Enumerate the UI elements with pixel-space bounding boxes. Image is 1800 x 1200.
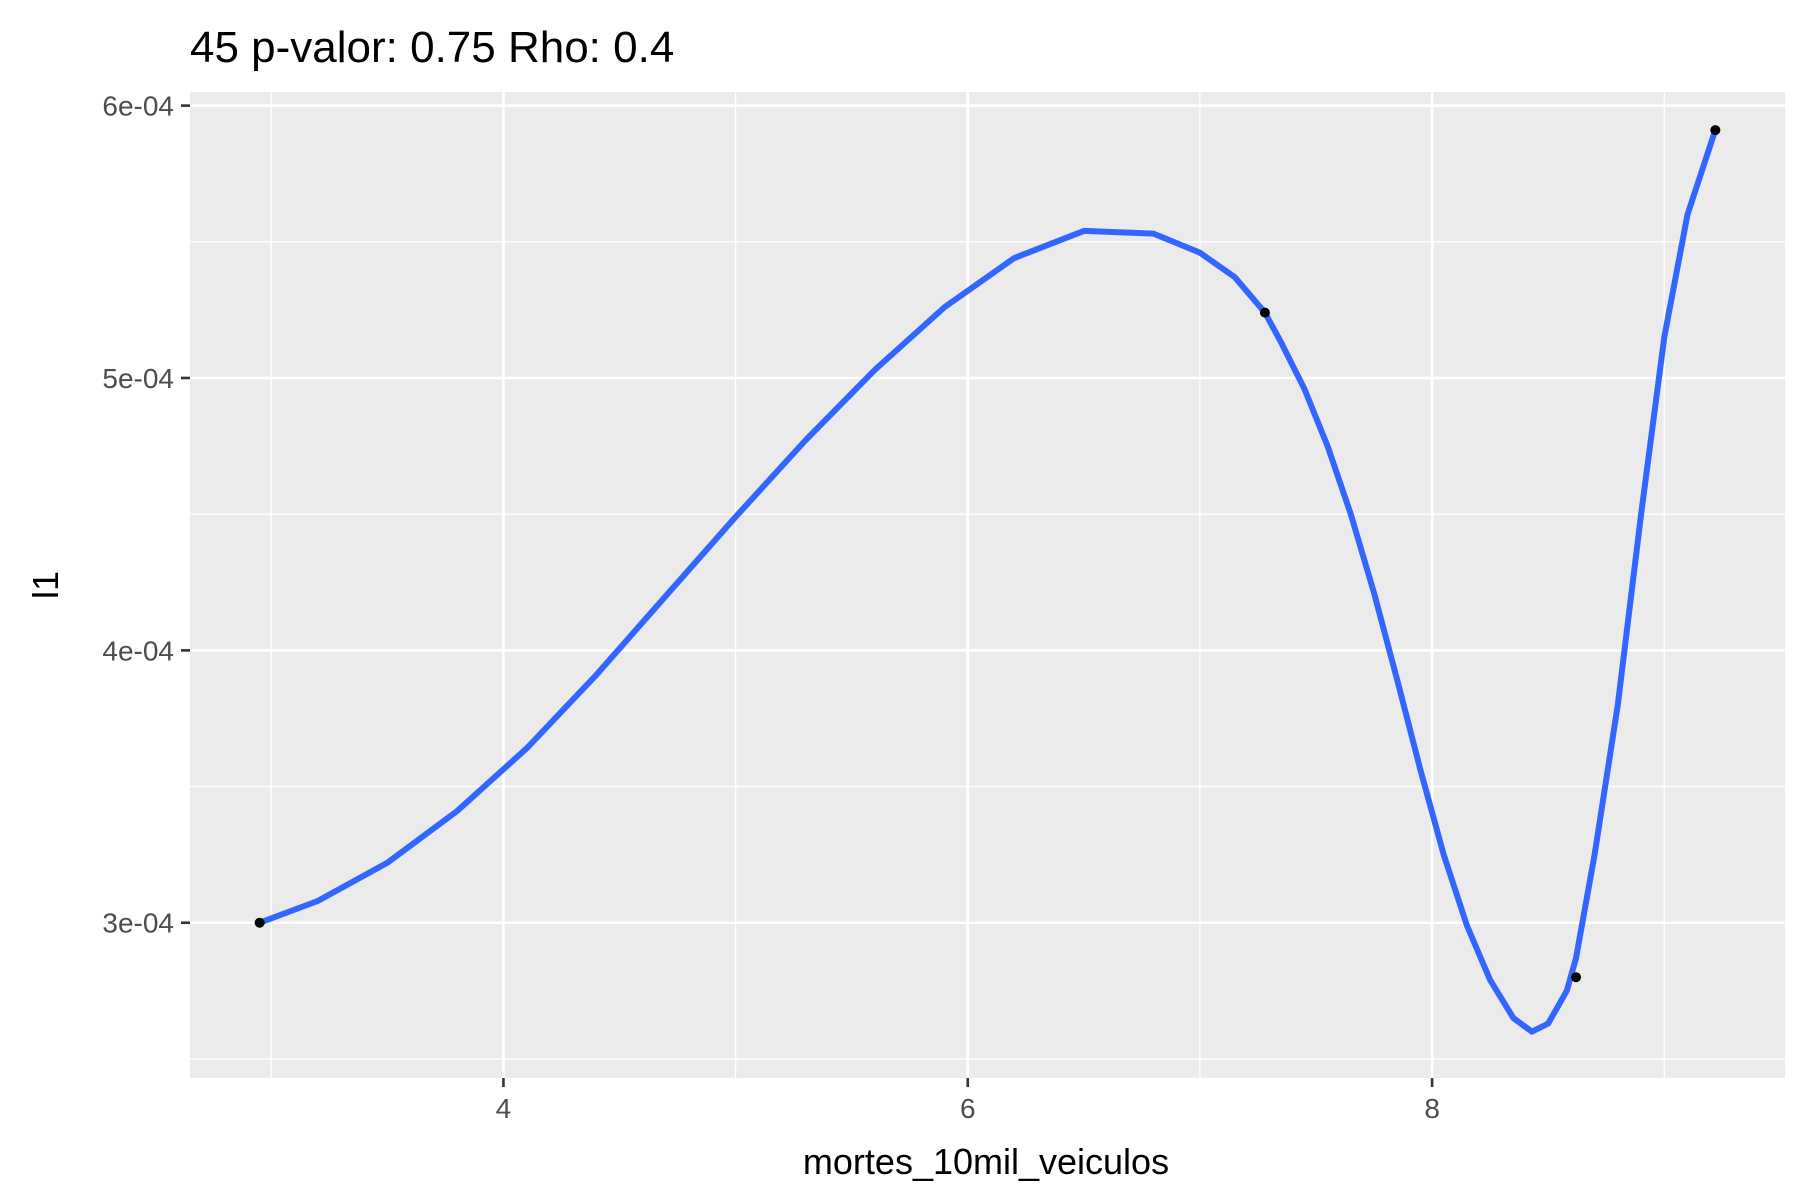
y-tick-label: 6e-04: [102, 91, 174, 122]
y-axis-title: l1: [25, 571, 66, 599]
data-point: [254, 917, 265, 928]
data-point: [1571, 972, 1582, 983]
x-tick-label: 8: [1424, 1093, 1440, 1124]
x-tick-label: 6: [960, 1093, 976, 1124]
data-point: [1710, 125, 1721, 136]
data-point: [1259, 307, 1270, 318]
x-axis-ticks: 4 6 8: [496, 1078, 1440, 1124]
data-points: [254, 125, 1721, 983]
major-gridlines: [190, 92, 1785, 1078]
chart-title: 45 p-valor: 0.75 Rho: 0.4: [190, 23, 674, 72]
y-tick-label: 4e-04: [102, 635, 174, 666]
x-tick-label: 4: [496, 1093, 512, 1124]
x-axis-title: mortes_10mil_veiculos: [803, 1141, 1169, 1182]
y-tick-label: 5e-04: [102, 363, 174, 394]
y-axis-ticks: 3e-04 4e-04 5e-04 6e-04: [102, 91, 190, 939]
plot-panel: [190, 92, 1785, 1078]
y-tick-label: 3e-04: [102, 908, 174, 939]
smooth-line: [256, 127, 1719, 1035]
